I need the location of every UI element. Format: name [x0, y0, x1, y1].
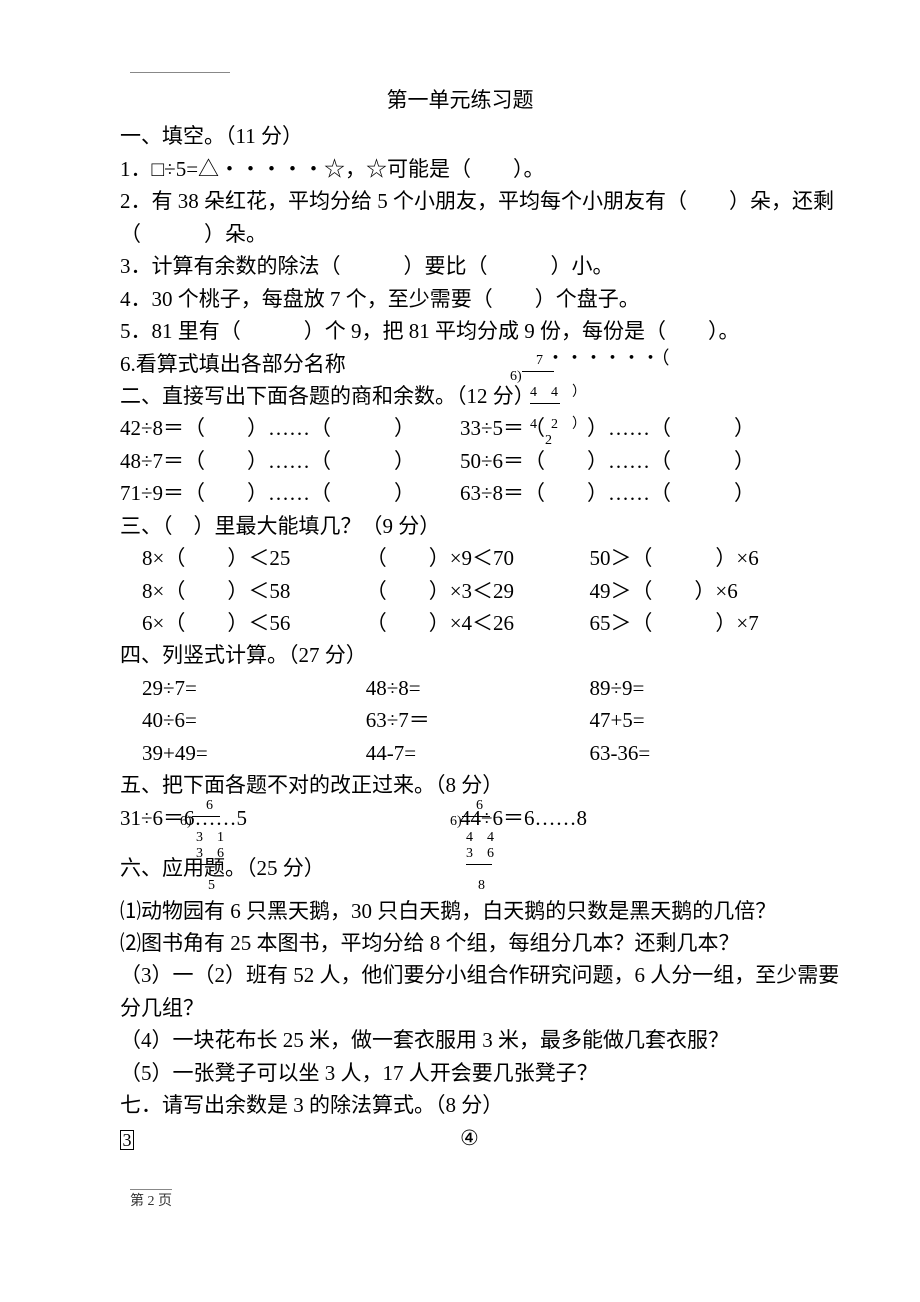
s5-eqA: 31÷6＝6……5: [120, 803, 460, 833]
longdiv-1: 7 ・・・・・・（ 6) 4 4 ） 4 2 ） 2: [510, 348, 671, 450]
longdiv-B: 6 6) 4 4 3 6 8: [450, 798, 494, 895]
section2-heading: 二、直接写出下面各题的商和余数。（12 分）: [120, 381, 800, 411]
ld1-paren-hint: ）: [558, 385, 586, 400]
q1-2: 2．有 38 朵红花，平均分给 5 个小朋友，平均每个小朋友有（ ）朵，还剩: [120, 186, 800, 216]
ld1-dots: ・・・・・・（: [547, 348, 671, 368]
ldA-divisor: 6: [180, 814, 187, 829]
s4-r2-1: 63÷7＝: [366, 705, 590, 735]
ldA-mid: 3 6: [196, 846, 224, 861]
s4-r1-0: 29÷7=: [142, 673, 366, 703]
ld1-dividend: 4 4: [530, 385, 558, 400]
s4-r3-1: 44-7=: [366, 738, 590, 768]
ldA-dividend: 3 1: [196, 830, 224, 845]
page-footer: 第 2 页: [130, 1189, 172, 1212]
s6-q3: （3）一（2）班有 52 人，他们要分小组合作研究问题，6 人分一组，至少需要: [120, 960, 800, 990]
s3-r1b: （ ）×9＜70: [366, 543, 590, 573]
s5-eqB: 44÷6＝6……8: [460, 803, 800, 833]
longdiv-A: 6 6) 3 1 3 6 5: [180, 798, 224, 895]
s6-q5: （5）一张凳子可以坐 3 人，17 人开会要几张凳子？: [120, 1058, 800, 1088]
section4-heading: 四、列竖式计算。（27 分）: [120, 640, 800, 670]
s4-r1-1: 48÷8=: [366, 673, 590, 703]
s4-r1-2: 89÷9=: [589, 673, 800, 703]
ld1-paren2: ）: [558, 417, 586, 432]
s2-r3a: 71÷9＝（ ）……（ ）: [120, 478, 460, 508]
s4-r2-0: 40÷6=: [142, 705, 366, 735]
s6-q3b: 分几组？: [120, 993, 800, 1023]
ldB-q: 6: [476, 798, 483, 813]
s3-r1c: 50＞（ ）×6: [589, 543, 800, 573]
section7-heading: 七．请写出余数是 3 的除法算式。（8 分）: [120, 1090, 800, 1120]
ld1-divisor: 6: [510, 369, 517, 384]
q1-5: 5．81 里有（ ）个 9，把 81 平均分成 9 份，每份是（ ）。: [120, 316, 800, 346]
s2-r2a: 48÷7＝（ ）……（ ）: [120, 446, 460, 476]
ld1-mid: 4 2: [530, 417, 558, 432]
s3-r1a: 8×（ ）＜25: [142, 543, 366, 573]
s2-r3b: 63÷8＝（ ）……（ ）: [460, 478, 800, 508]
s2-r1a: 42÷8＝（ ）……（ ）: [120, 413, 460, 443]
ld1-quotient: 7: [536, 353, 543, 368]
s3-r2a: 8×（ ）＜58: [142, 576, 366, 606]
s4-r2-2: 47+5=: [589, 705, 800, 735]
q1-3: 3．计算有余数的除法（ ）要比（ ）小。: [120, 251, 800, 281]
s6-q4: （4）一块花布长 25 米，做一套衣服用 3 米，最多能做几套衣服？: [120, 1025, 800, 1055]
s3-r2b: （ ）×3＜29: [366, 576, 590, 606]
ldB-dividend: 4 4: [466, 830, 494, 845]
s6-q1: ⑴动物园有 6 只黑天鹅，30 只白天鹅，白天鹅的只数是黑天鹅的几倍？: [120, 896, 800, 926]
s3-r2c: 49＞（ ）×6: [589, 576, 800, 606]
s3-r3b: （ ）×4＜26: [366, 608, 590, 638]
s6-q2: ⑵图书角有 25 本图书，平均分给 8 个组，每组分几本？还剩几本？: [120, 928, 800, 958]
ldB-mid: 3 6: [466, 846, 494, 861]
ldA-q: 6: [206, 798, 213, 813]
section5-heading: 五、把下面各题不对的改正过来。（8 分）: [120, 770, 800, 800]
q1-4: 4．30 个桃子，每盘放 7 个，至少需要（ ）个盘子。: [120, 284, 800, 314]
ldB-rem: 8: [478, 878, 485, 893]
top-horizontal-rule: [130, 72, 230, 73]
ldA-rem: 5: [208, 878, 215, 893]
s4-r3-0: 39+49=: [142, 738, 366, 768]
ldB-divisor: 6: [450, 814, 457, 829]
boxed-3: 3: [120, 1130, 134, 1150]
q1-1: 1．□÷5=△・・・・・☆，☆可能是（ ）。: [120, 154, 800, 184]
s2-r2b: 50÷6＝（ ）……（ ）: [460, 446, 800, 476]
s3-r3c: 65＞（ ）×7: [589, 608, 800, 638]
section1-heading: 一、填空。（11 分）: [120, 121, 800, 151]
ld1-rem: 2: [545, 433, 552, 448]
section3-heading: 三、（ ）里最大能填几？（9 分）: [120, 511, 800, 541]
q1-2b: （ ）朵。: [120, 219, 800, 249]
s4-r3-2: 63-36=: [589, 738, 800, 768]
q1-6: 6.看算式填出各部分名称: [120, 349, 800, 379]
s3-r3a: 6×（ ）＜56: [142, 608, 366, 638]
page-title: 第一单元练习题: [120, 85, 800, 115]
circled-4: ④: [460, 1123, 479, 1153]
